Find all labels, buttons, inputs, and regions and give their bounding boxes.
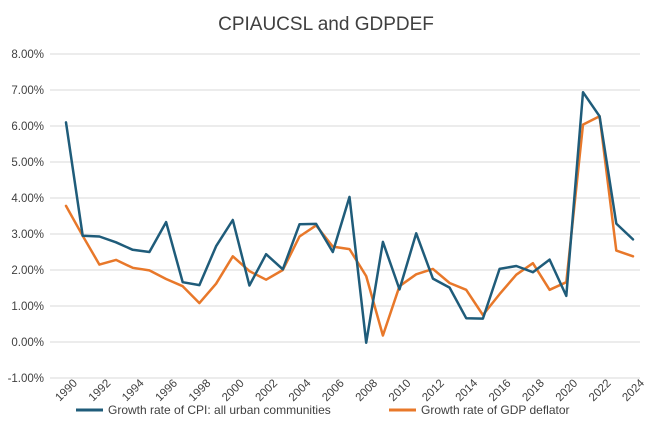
y-tick-label: 3.00% xyxy=(11,229,44,241)
x-tick-label: 2008 xyxy=(354,377,381,404)
x-tick-label: 2018 xyxy=(520,377,547,404)
x-tick-label: 2016 xyxy=(487,377,514,404)
x-tick-label: 1992 xyxy=(87,377,114,404)
x-tick-label: 2020 xyxy=(554,377,581,404)
series-line-cpi xyxy=(64,90,635,344)
legend-label-gdp-deflator: Growth rate of GDP deflator xyxy=(421,403,570,417)
x-tick-label: 2002 xyxy=(254,377,281,404)
x-tick-label: 2006 xyxy=(320,377,347,404)
x-tick-label: 2010 xyxy=(387,377,414,404)
y-tick-label: 5.00% xyxy=(11,157,44,169)
x-axis-tick-labels: 1990 1992 1994 1996 1998 2000 2002 2004 2006 2008… xyxy=(53,377,647,404)
y-tick-label: 1.00% xyxy=(11,301,44,313)
y-tick-label: -1.00% xyxy=(8,373,44,385)
y-tick-label: 2.00% xyxy=(11,265,44,277)
x-tick-label: 2012 xyxy=(420,377,447,404)
series-line-gdp-deflator xyxy=(64,115,635,337)
x-tick-label: 2004 xyxy=(287,377,314,404)
legend: Growth rate of CPI: all urban communitie… xyxy=(76,403,570,417)
legend-label-cpi: Growth rate of CPI: all urban communitie… xyxy=(108,403,331,417)
chart-title: CPIAUCSL and GDPDEF xyxy=(218,14,434,35)
x-tick-label: 2014 xyxy=(454,377,481,404)
x-tick-label: 1990 xyxy=(53,377,80,404)
y-axis-tick-labels: -1.00% 0.00% 1.00% 2.00% 3.00% 4.00% 5.00% 6.00… xyxy=(8,49,44,385)
x-tick-label: 2022 xyxy=(587,377,614,404)
y-tick-label: 0.00% xyxy=(11,337,44,349)
y-tick-label: 4.00% xyxy=(11,193,44,205)
y-tick-label: 6.00% xyxy=(11,121,44,133)
x-tick-label: 2024 xyxy=(620,377,647,404)
x-tick-label: 1998 xyxy=(187,377,214,404)
x-tick-label: 1994 xyxy=(120,377,147,404)
series-lines xyxy=(64,90,635,344)
y-tick-label: 7.00% xyxy=(11,85,44,97)
x-tick-label: 1996 xyxy=(153,377,180,404)
x-tick-label: 2000 xyxy=(220,377,247,404)
y-tick-label: 8.00% xyxy=(11,49,44,61)
